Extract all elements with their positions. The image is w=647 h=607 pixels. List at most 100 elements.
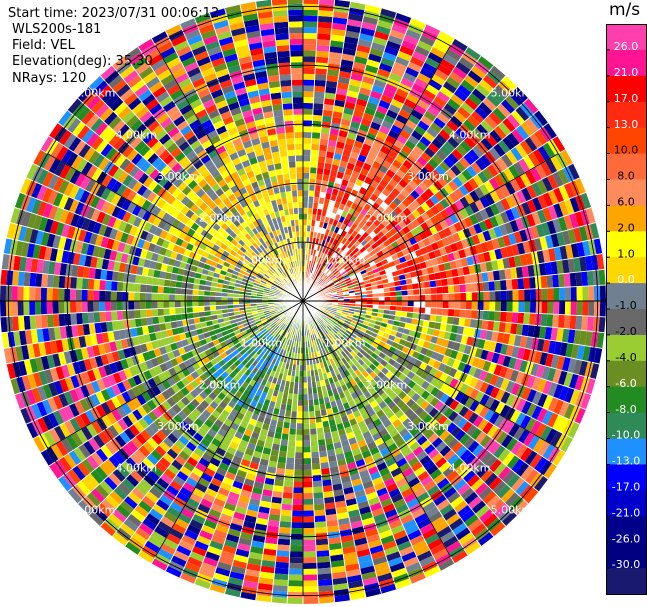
velocity-gate bbox=[494, 84, 509, 100]
velocity-gate bbox=[436, 112, 450, 125]
velocity-gate bbox=[275, 467, 286, 475]
velocity-gate bbox=[371, 116, 384, 126]
velocity-gate bbox=[405, 119, 418, 130]
velocity-gate bbox=[292, 498, 303, 505]
velocity-gate bbox=[326, 235, 332, 243]
velocity-gate bbox=[444, 205, 455, 217]
velocity-gate bbox=[169, 294, 175, 301]
velocity-gate bbox=[545, 234, 554, 249]
velocity-gate bbox=[502, 355, 512, 368]
velocity-gate bbox=[318, 4, 335, 12]
velocity-gate bbox=[328, 314, 335, 319]
velocity-gate bbox=[345, 24, 362, 34]
velocity-gate bbox=[322, 204, 329, 211]
velocity-gate bbox=[488, 341, 497, 353]
velocity-gate bbox=[313, 268, 318, 275]
velocity-gate bbox=[515, 266, 524, 279]
velocity-gate bbox=[376, 344, 384, 352]
velocity-gate bbox=[329, 285, 335, 290]
velocity-gate bbox=[279, 521, 292, 528]
velocity-gate bbox=[394, 183, 405, 193]
velocity-gate bbox=[357, 154, 367, 163]
velocity-gate bbox=[291, 516, 303, 523]
velocity-gate bbox=[350, 230, 358, 238]
velocity-gate bbox=[535, 422, 547, 438]
velocity-gate bbox=[356, 262, 364, 269]
velocity-gate bbox=[374, 110, 386, 120]
velocity-gate bbox=[314, 282, 319, 288]
velocity-gate bbox=[416, 72, 432, 84]
velocity-gate bbox=[333, 152, 343, 161]
velocity-gate bbox=[334, 282, 341, 287]
velocity-gate bbox=[293, 481, 303, 488]
velocity-gate bbox=[471, 282, 478, 293]
velocity-gate bbox=[576, 344, 585, 361]
velocity-gate bbox=[521, 201, 532, 216]
velocity-gate bbox=[421, 29, 438, 42]
velocity-gate bbox=[477, 358, 486, 370]
velocity-gate bbox=[437, 63, 453, 77]
velocity-gate bbox=[363, 263, 371, 270]
velocity-gate bbox=[485, 239, 495, 252]
velocity-gate bbox=[513, 426, 525, 441]
velocity-gate bbox=[541, 301, 548, 314]
velocity-gate bbox=[562, 166, 575, 183]
velocity-gate bbox=[395, 114, 408, 125]
velocity-gate bbox=[453, 221, 463, 233]
velocity-gate bbox=[375, 169, 386, 179]
velocity-gate bbox=[360, 327, 367, 333]
velocity-gate bbox=[569, 315, 577, 330]
velocity-gate bbox=[474, 263, 482, 274]
velocity-gate bbox=[330, 194, 338, 202]
velocity-gate bbox=[35, 314, 43, 329]
velocity-gate bbox=[303, 196, 309, 203]
velocity-gate bbox=[474, 243, 484, 255]
velocity-gate bbox=[315, 256, 320, 263]
velocity-gate bbox=[448, 301, 455, 309]
velocity-gate bbox=[425, 349, 434, 358]
velocity-gate bbox=[322, 109, 334, 117]
velocity-gate bbox=[497, 121, 512, 136]
velocity-gate bbox=[355, 250, 362, 257]
velocity-gate bbox=[325, 80, 338, 89]
velocity-gate bbox=[346, 181, 356, 190]
velocity-gate bbox=[369, 90, 383, 100]
velocity-gate bbox=[563, 371, 574, 388]
velocity-gate bbox=[500, 197, 511, 211]
velocity-gate bbox=[324, 247, 330, 255]
velocity-gate bbox=[58, 301, 65, 314]
velocity-gate bbox=[310, 267, 314, 274]
velocity-gate bbox=[353, 165, 363, 174]
velocity-gate bbox=[332, 158, 341, 166]
velocity-gate bbox=[357, 38, 373, 48]
velocity-gate bbox=[392, 61, 408, 73]
velocity-gate bbox=[332, 318, 339, 324]
velocity-gate bbox=[111, 310, 118, 322]
velocity-gate bbox=[427, 158, 439, 170]
velocity-gate bbox=[431, 153, 444, 165]
velocity-gate bbox=[332, 11, 349, 19]
velocity-gate bbox=[454, 301, 461, 310]
velocity-gate bbox=[318, 450, 328, 458]
velocity-gate bbox=[341, 313, 348, 318]
velocity-gate bbox=[518, 301, 525, 313]
velocity-gate bbox=[355, 134, 366, 144]
velocity-gate bbox=[377, 222, 386, 231]
velocity-gate bbox=[564, 301, 571, 315]
velocity-gate bbox=[519, 229, 529, 243]
velocity-gate bbox=[309, 416, 316, 424]
velocity-gate bbox=[454, 199, 465, 211]
velocity-gate bbox=[441, 338, 450, 348]
velocity-gate bbox=[334, 271, 341, 277]
velocity-gate bbox=[297, 394, 303, 401]
velocity-gate bbox=[99, 301, 106, 312]
velocity-gate bbox=[563, 182, 575, 199]
velocity-gate bbox=[505, 311, 513, 323]
velocity-gate bbox=[0, 301, 7, 317]
velocity-gate bbox=[140, 283, 147, 293]
velocity-gate bbox=[463, 136, 477, 149]
velocity-gate bbox=[338, 235, 345, 243]
velocity-gate bbox=[449, 71, 464, 85]
velocity-gate bbox=[354, 233, 362, 241]
velocity-gate bbox=[409, 324, 417, 332]
